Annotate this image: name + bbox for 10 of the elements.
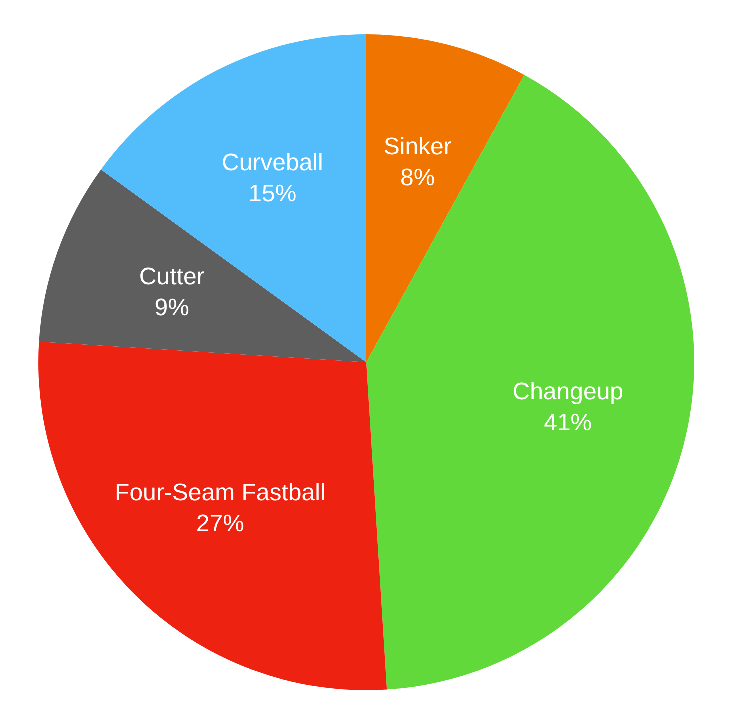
data-label: 8%: [400, 164, 436, 192]
data-label: 15%: [248, 180, 297, 208]
slice-label: Changeup: [512, 378, 624, 406]
data-label: 41%: [544, 410, 592, 437]
data-label: 9%: [154, 294, 190, 322]
slice-label: Curveball: [222, 149, 324, 176]
slice-label: Sinker: [384, 133, 452, 160]
slice-label: Cutter: [139, 264, 205, 290]
slice-label: Four-Seam Fastball: [115, 480, 326, 507]
data-label: 27%: [196, 510, 244, 538]
